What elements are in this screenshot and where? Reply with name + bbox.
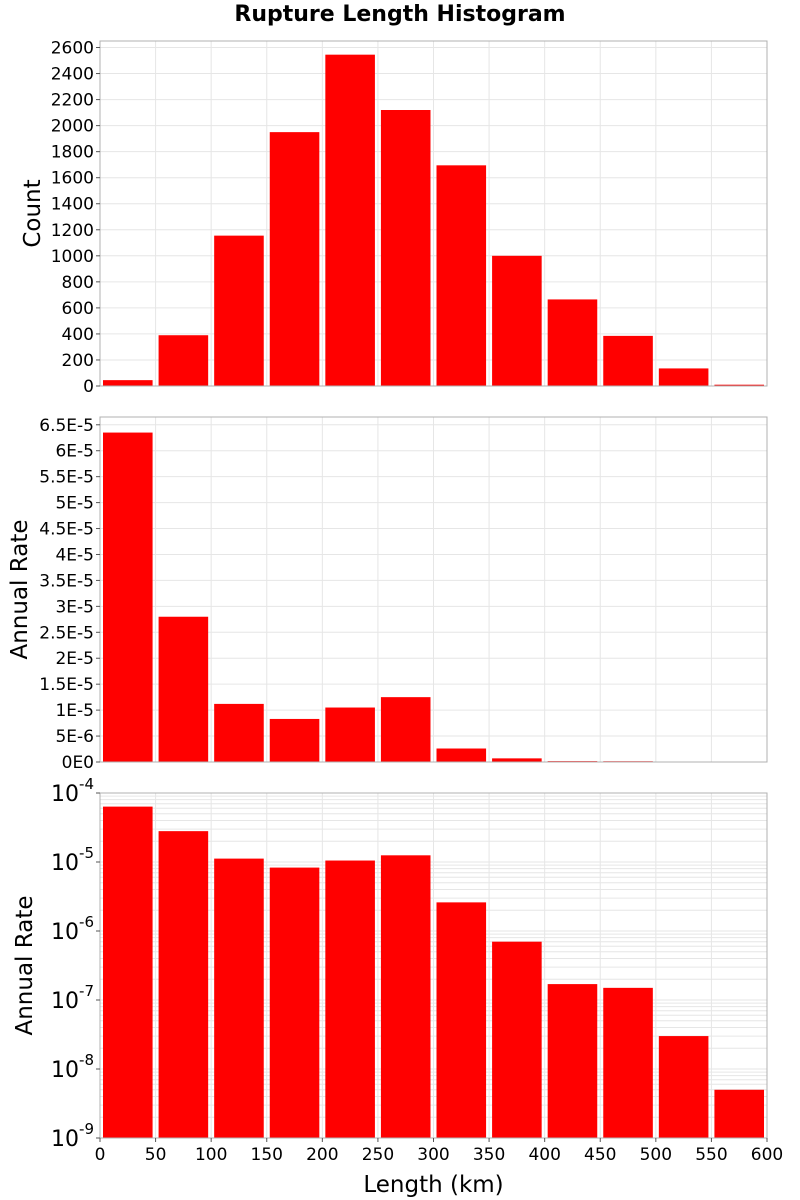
- y-tick-label: 10-4: [51, 775, 94, 807]
- y-ticks: 0 200 400 600 800 1000 1200 1400 1600 1800 2000 220…: [51, 39, 100, 397]
- bar: [103, 380, 153, 386]
- bar: [214, 235, 264, 386]
- y-axis-label: Annual Rate: [12, 896, 38, 1036]
- y-tick-label: 10-7: [51, 982, 94, 1014]
- y-tick-label: 6E-5: [55, 442, 94, 462]
- y-tick-label: 5.5E-5: [39, 468, 94, 488]
- y-tick-label: 0: [83, 377, 94, 397]
- y-tick-label: 4.5E-5: [39, 520, 94, 540]
- y-tick-label: 2E-5: [55, 649, 94, 669]
- x-tick-label: 250: [362, 1145, 394, 1165]
- bar: [436, 748, 487, 762]
- bar: [158, 616, 209, 762]
- bar: [158, 335, 209, 386]
- x-tick-label: 0: [95, 1145, 106, 1165]
- bar: [214, 858, 264, 1138]
- y-tick-label: 4E-5: [55, 545, 94, 565]
- y-tick-label: 1400: [51, 195, 94, 215]
- y-tick-label: 1000: [51, 247, 94, 267]
- y-axis-label: Count: [20, 179, 46, 247]
- y-tick-label: 1200: [51, 221, 94, 241]
- bar: [380, 855, 431, 1138]
- y-tick-label: 10-8: [51, 1051, 94, 1083]
- x-ticks: 0 50 100 150 200 250 300 350 400 450 500 550 600: [95, 1138, 783, 1165]
- bar: [269, 718, 320, 762]
- bar: [714, 384, 764, 386]
- y-ticks: 0E0 5E-6 1E-5 1.5E-5 2E-5 2.5E-5 3E-5 3.5E-5 4E-…: [39, 416, 100, 773]
- y-tick-label: 2000: [51, 117, 94, 137]
- bar: [325, 707, 375, 762]
- x-tick-label: 600: [751, 1145, 783, 1165]
- bar: [103, 432, 153, 762]
- x-tick-label: 500: [640, 1145, 672, 1165]
- bar: [658, 368, 709, 386]
- y-axis-label: Annual Rate: [7, 520, 33, 660]
- plot-frame: [99, 40, 768, 387]
- x-tick-label: 350: [473, 1145, 505, 1165]
- y-tick-label: 1E-5: [55, 701, 94, 721]
- bar: [603, 987, 653, 1138]
- panel-1: 0 200 400 600 800 1000 1200 1400 1600 1800 2000 220…: [20, 39, 768, 397]
- bars: [103, 432, 764, 762]
- x-tick-label: 300: [417, 1145, 449, 1165]
- x-tick-label: 550: [695, 1145, 727, 1165]
- bar: [380, 110, 431, 386]
- x-tick-label: 100: [195, 1145, 227, 1165]
- bar: [103, 806, 153, 1138]
- plot-frame: [99, 416, 768, 763]
- y-tick-label: 1800: [51, 143, 94, 163]
- y-tick-label: 2600: [51, 39, 94, 59]
- x-axis-label: Length (km): [363, 1172, 503, 1198]
- x-tick-label: 50: [145, 1145, 167, 1165]
- x-tick-label: 450: [584, 1145, 616, 1165]
- y-tick-label: 1.5E-5: [39, 675, 94, 695]
- y-tick-label: 600: [62, 299, 94, 319]
- bar: [492, 255, 542, 386]
- y-tick-label: 6.5E-5: [39, 416, 94, 436]
- bar: [436, 902, 487, 1138]
- y-tick-label: 2400: [51, 65, 94, 85]
- y-tick-label: 5E-5: [55, 494, 94, 514]
- bar: [714, 1089, 764, 1138]
- bar: [269, 867, 320, 1138]
- y-tick-label: 2200: [51, 91, 94, 111]
- y-tick-label: 2.5E-5: [39, 623, 94, 643]
- bar: [547, 984, 598, 1138]
- y-tick-label: 200: [62, 351, 94, 371]
- x-tick-label: 400: [528, 1145, 560, 1165]
- y-tick-label: 10-5: [51, 844, 94, 876]
- bar: [492, 758, 542, 762]
- y-tick-label: 1600: [51, 169, 94, 189]
- bar: [269, 132, 320, 386]
- bar: [658, 1036, 709, 1138]
- y-tick-label: 10-6: [51, 913, 94, 945]
- y-tick-label: 3E-5: [55, 597, 94, 617]
- x-tick-label: 150: [251, 1145, 283, 1165]
- grid-lines: [99, 793, 768, 1139]
- bar: [380, 697, 431, 762]
- bar: [603, 335, 653, 386]
- y-tick-label: 800: [62, 273, 94, 293]
- chart-title: Rupture Length Histogram: [234, 2, 566, 27]
- bar: [158, 831, 209, 1138]
- grid-lines: [99, 41, 768, 387]
- bar: [436, 165, 487, 386]
- y-tick-label: 0E0: [62, 753, 94, 773]
- panel-2: 0E0 5E-6 1E-5 1.5E-5 2E-5 2.5E-5 3E-5 3.5E-5 4E-…: [7, 416, 768, 773]
- y-tick-label: 10-9: [51, 1120, 94, 1152]
- x-tick-label: 200: [306, 1145, 338, 1165]
- y-tick-label: 400: [62, 325, 94, 345]
- bar: [214, 703, 264, 762]
- bar: [325, 54, 375, 387]
- panel-3: 10-9 10-8 10-7 10-6 10-5 10-4 0 50 100 150 200 250 3…: [12, 775, 783, 1198]
- y-tick-label: 5E-6: [55, 727, 94, 747]
- bars: [103, 806, 764, 1138]
- bars: [103, 54, 764, 387]
- bar: [325, 860, 375, 1138]
- y-ticks: 10-9 10-8 10-7 10-6 10-5 10-4: [51, 775, 100, 1152]
- y-tick-label: 3.5E-5: [39, 571, 94, 591]
- bar: [492, 941, 542, 1138]
- bar: [547, 299, 598, 386]
